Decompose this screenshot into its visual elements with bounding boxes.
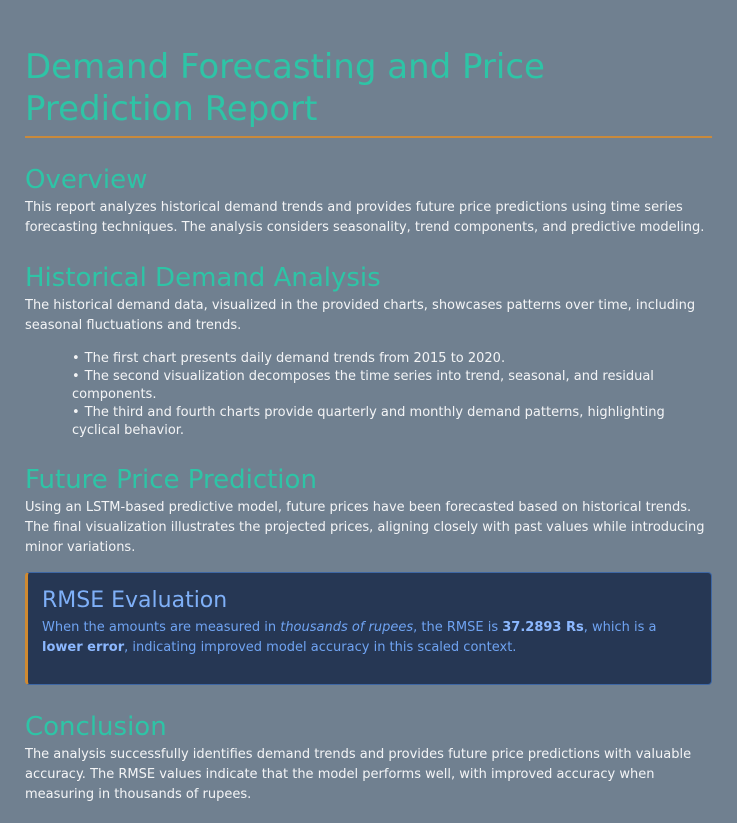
rmse-value: 37.2893 Rs [502, 620, 584, 635]
rmse-text: When the amounts are measured in thousan… [42, 620, 657, 655]
list-item: • The third and fourth charts provide qua… [72, 405, 665, 438]
historical-heading: Historical Demand Analysis [25, 263, 381, 293]
future-section: Future Price Prediction Using an LSTM-ba… [25, 464, 712, 558]
conclusion-heading: Conclusion [25, 712, 167, 742]
bullet-icon: • [72, 405, 80, 420]
overview-text: This report analyzes historical demand t… [25, 200, 705, 235]
bullet-icon: • [72, 351, 80, 366]
list-item: • The first chart presents daily demand t… [72, 351, 506, 366]
future-text: Using an LSTM-based predictive model, fu… [25, 500, 705, 555]
conclusion-text: The analysis successfully identifies dem… [25, 747, 692, 802]
overview-heading: Overview [25, 165, 148, 195]
rmse-callout: RMSE Evaluation When the amounts are mea… [25, 572, 712, 685]
future-heading: Future Price Prediction [25, 465, 317, 495]
rmse-heading: RMSE Evaluation [42, 588, 228, 613]
bullet-icon: • [72, 369, 80, 384]
historical-section: Historical Demand Analysis The historica… [25, 262, 712, 440]
historical-list: • The first chart presents daily demand t… [25, 350, 712, 440]
overview-section: Overview This report analyzes historical… [25, 164, 712, 238]
rmse-unit: thousands of rupees [280, 620, 414, 635]
rmse-error-label: lower error [42, 640, 125, 655]
historical-text: The historical demand data, visualized i… [25, 298, 696, 333]
conclusion-section: Conclusion The analysis successfully ide… [25, 711, 712, 805]
list-item: • The second visualization decomposes the… [72, 369, 654, 402]
page-title: Demand Forecasting and Price Prediction … [25, 0, 712, 138]
